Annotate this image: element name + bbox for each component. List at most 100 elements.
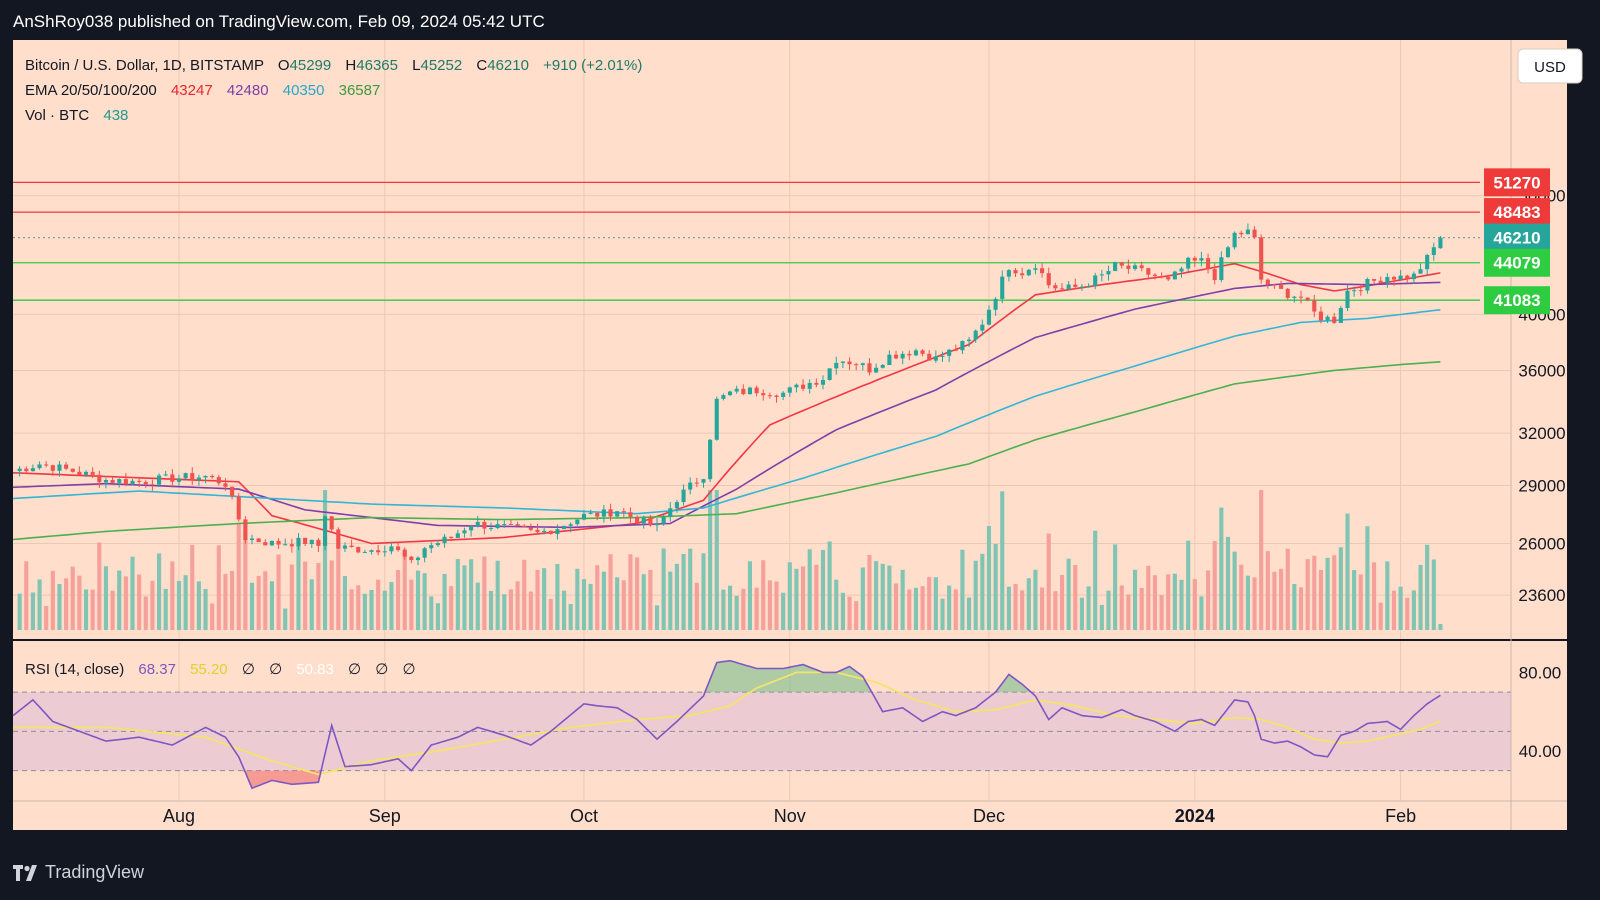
candle-body [688,482,693,490]
volume-bar [966,597,972,630]
volume-bar [973,560,978,630]
candle-body [216,477,221,484]
footer-brand-text: TradingView [45,862,145,882]
candle-body [402,550,407,557]
time-grid [178,40,1402,801]
volume-bar [555,563,560,630]
candle-body [1152,274,1158,276]
legend-symbol[interactable]: Bitcoin / U.S. Dollar, 1D, BITSTAMP [25,57,264,74]
candle-body [1119,262,1124,266]
candle-body [1425,254,1430,270]
candle-body [887,354,892,366]
volume-bar [847,596,852,630]
volume-bar [422,573,427,630]
volume-bar [721,589,726,630]
time-tick-label: 2024 [1175,806,1215,826]
volume-bar [17,593,22,630]
volume-bar [157,553,162,630]
candle-body [37,464,42,469]
currency-button[interactable]: USD [1517,48,1583,84]
volume-bar [761,560,766,630]
candle-body [774,395,779,397]
volume-bar [1411,590,1416,630]
volume-bar [243,531,248,630]
candle-body [289,544,294,547]
legend-open-label: O [278,57,290,74]
volume-bar [1259,490,1264,630]
footer-brand[interactable]: TradingView [13,862,144,883]
time-tick-label: Nov [774,806,806,826]
volume-bar [276,554,281,630]
volume-bar [814,564,819,630]
candle-body [488,528,494,530]
candle-body [1405,275,1410,280]
candle-body [787,387,792,393]
volume-bar [1186,540,1191,630]
candle-body [1418,269,1423,274]
volume-bar [1159,595,1164,630]
candle-body [329,516,334,530]
volume-bar [216,545,221,630]
volume-bar [927,576,932,630]
volume-bar [1252,577,1257,630]
candle-body [103,480,109,483]
volume-bar [303,561,308,630]
level-tag [1484,223,1550,252]
volume-bar [77,575,82,630]
volume-bar [1172,573,1177,630]
candle-body [64,464,69,469]
legend-close-label: C [476,57,487,74]
volume-bar [1126,594,1131,630]
candle-body [562,525,567,530]
volume-bar [588,583,593,630]
volume-bar [661,548,666,630]
volume-bars [17,490,1443,630]
candle-body [1345,290,1350,309]
level-tag-label: 51270 [1493,173,1540,192]
volume-bar [442,573,447,630]
candle-body [30,468,35,472]
volume-bar [415,570,421,630]
candle-body [847,361,852,365]
level-tag [1484,168,1550,197]
candle-body [303,537,308,545]
candle-body [1371,279,1377,281]
candle-body [1053,285,1058,289]
price-tick-label: 23600 [1518,586,1565,605]
volume-bar [860,567,865,630]
candle-body [183,473,188,479]
candle-body [1232,232,1237,248]
time-tick-label: Sep [369,806,401,826]
candle-body [1040,268,1045,274]
candle-body [767,395,772,397]
legend-rsi-label[interactable]: RSI (14, close) [25,661,124,678]
volume-bar [1033,569,1038,630]
price-tick-label: 26000 [1518,535,1565,554]
volume-bar [502,594,507,630]
candle-body [449,536,454,538]
candle-body [608,509,613,517]
volume-bar [190,544,195,630]
candle-body [176,478,182,482]
candle-body [210,475,215,478]
candle-body [50,465,55,471]
candle-body [1245,229,1250,235]
candle-body [190,473,195,481]
candle-body [1225,247,1231,258]
candle-body [1265,279,1270,285]
candle-body [163,474,168,476]
volume-bar [1358,574,1363,630]
volume-bar [1431,559,1436,630]
candle-body [674,502,679,509]
tradingview-logo-icon [13,864,37,881]
volume-bar [1312,555,1317,630]
candle-body [1272,284,1277,286]
legend-open-value: 45299 [290,57,332,74]
volume-bar [1086,586,1091,630]
legend-vol-label[interactable]: Vol · BTC [25,107,89,124]
candle-body [469,526,474,531]
volume-bar [236,522,241,630]
legend-ema-label[interactable]: EMA 20/50/100/200 [25,82,157,99]
volume-bar [469,559,474,630]
